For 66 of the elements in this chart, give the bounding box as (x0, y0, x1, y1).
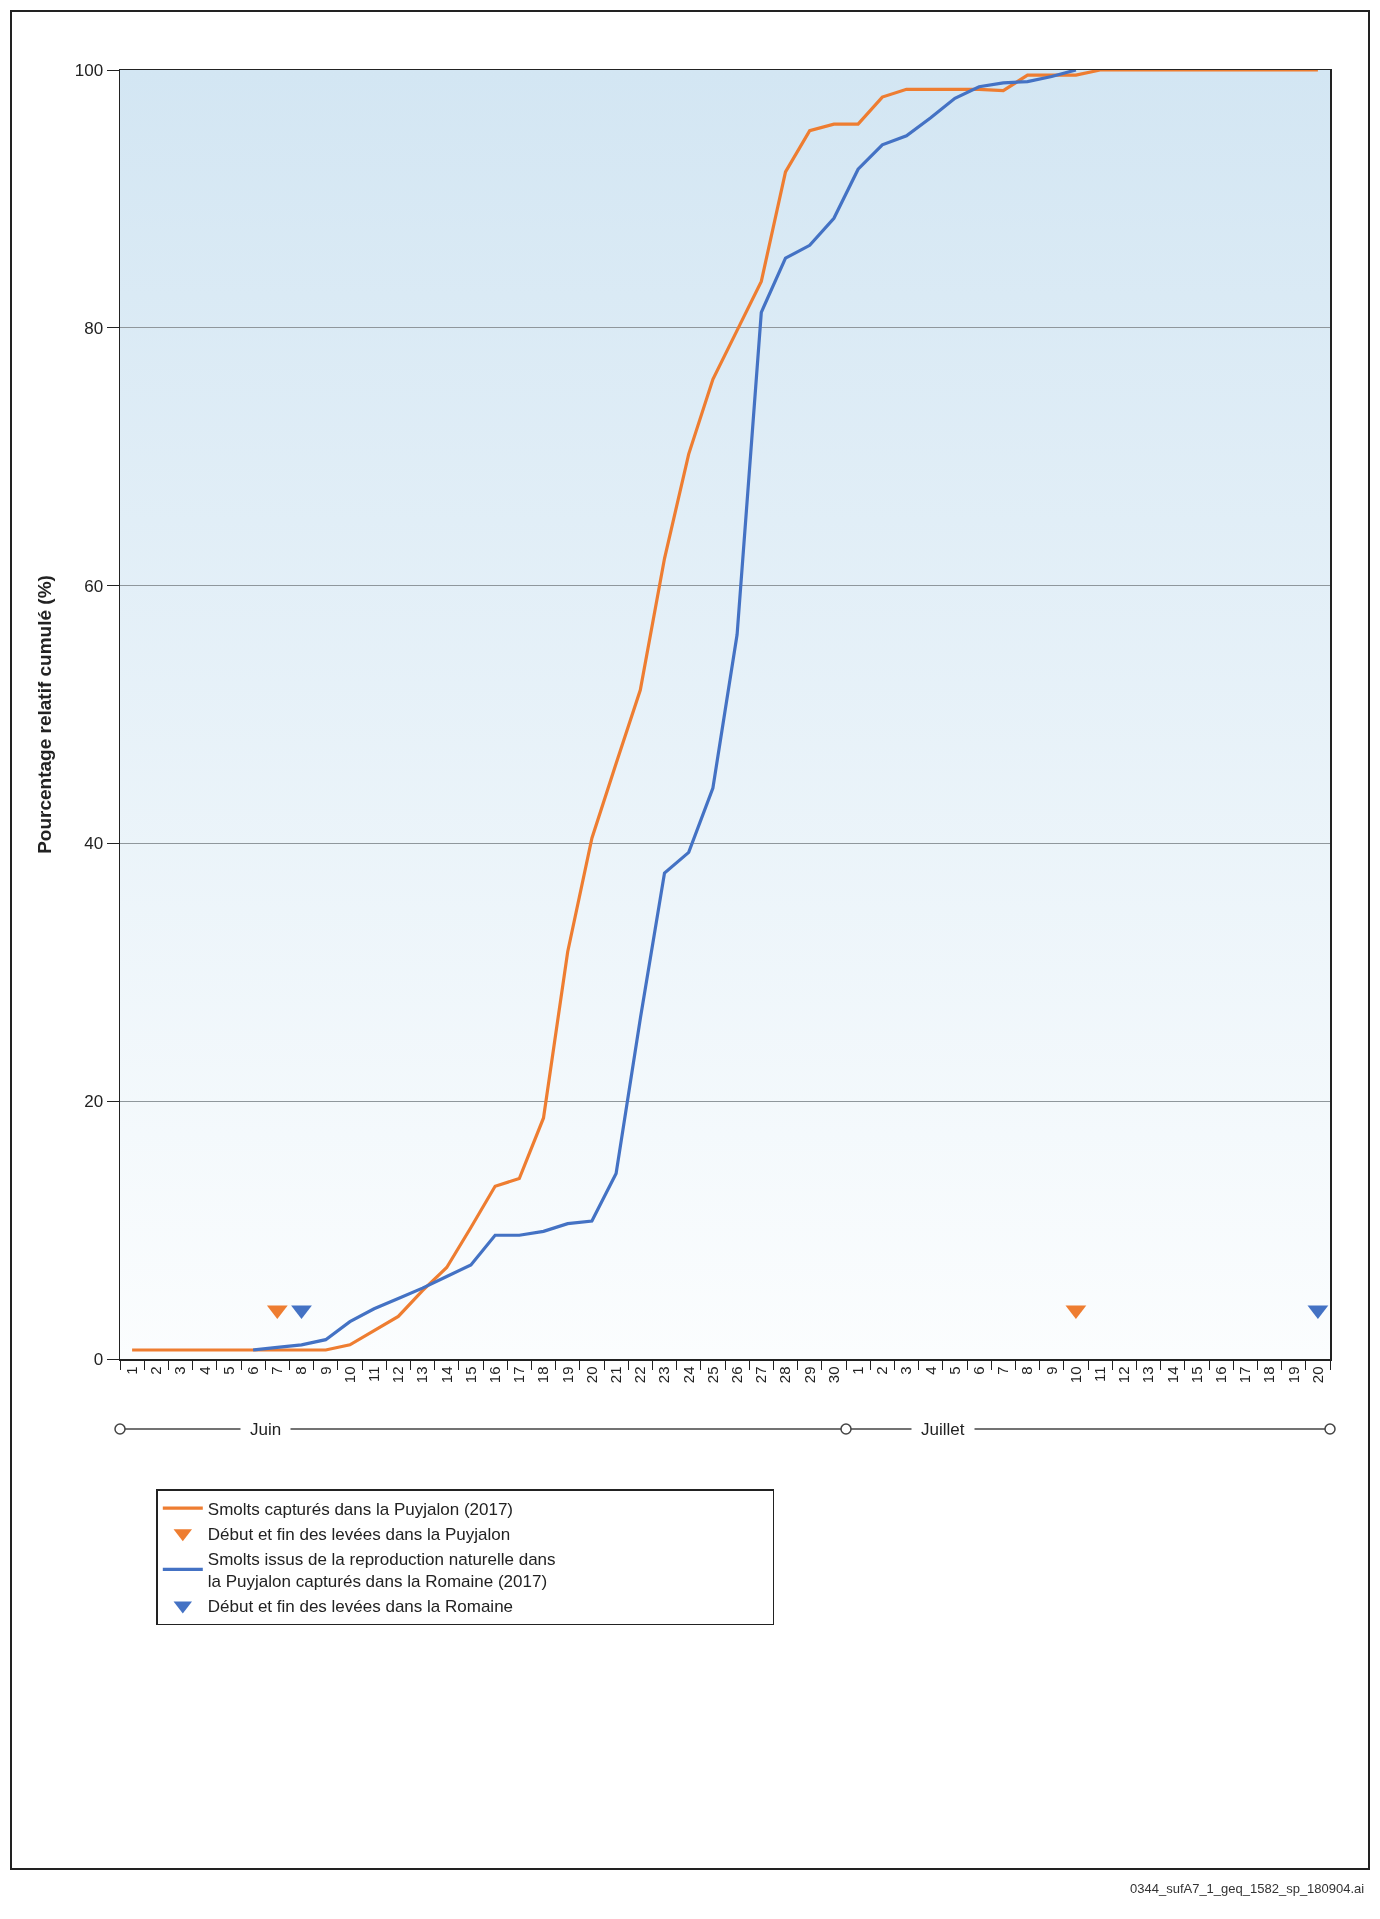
x-tick-label: 5 (219, 1366, 237, 1375)
x-tick-label: 2 (147, 1366, 165, 1375)
x-tick-label: 10 (1066, 1366, 1084, 1384)
x-tick-label: 12 (389, 1366, 407, 1384)
x-tick-label: 30 (824, 1366, 842, 1384)
x-tick-label: 9 (316, 1366, 334, 1375)
y-tick-label: 20 (84, 1092, 104, 1112)
x-tick-label: 13 (413, 1366, 431, 1384)
x-tick-label: 17 (1236, 1366, 1254, 1384)
x-tick-label: 28 (776, 1366, 794, 1384)
x-tick-label: 3 (171, 1366, 189, 1375)
x-tick-label: 1 (848, 1366, 866, 1375)
x-tick-label: 18 (1260, 1366, 1278, 1384)
x-tick-label: 26 (727, 1366, 745, 1384)
x-tick-label: 16 (1211, 1366, 1229, 1384)
x-tick-label: 10 (340, 1366, 358, 1384)
x-tick-label: 14 (437, 1366, 455, 1384)
x-tick-label: 20 (1308, 1366, 1326, 1384)
y-tick-label: 80 (84, 318, 104, 338)
x-tick-label: 16 (485, 1366, 503, 1384)
y-tick-label: 40 (84, 834, 104, 854)
legend-label: Smolts issus de la reproduction naturelle dans la Puyjalon capturés dans la Romaine (2017) (207, 1549, 556, 1591)
x-tick-label: 25 (703, 1366, 721, 1384)
x-tick-label: 12 (1115, 1366, 1133, 1384)
line-series (130, 70, 1320, 1352)
x-tick-label: 19 (558, 1366, 576, 1384)
x-tick-label: 13 (1139, 1366, 1157, 1384)
x-tick-label: 9 (1042, 1366, 1060, 1375)
x-tick-label: 8 (292, 1366, 310, 1375)
x-tick-label: 6 (243, 1366, 261, 1375)
x-tick-label: 17 (510, 1366, 528, 1384)
x-tick-label: 18 (534, 1366, 552, 1384)
x-tick-label: 11 (364, 1366, 382, 1383)
x-tick-label: 4 (921, 1366, 939, 1375)
x-tick-label: 15 (461, 1366, 479, 1384)
x-tick-label: 7 (994, 1366, 1012, 1375)
x-tick-label: 29 (800, 1366, 818, 1384)
x-tick-label: 1 (122, 1366, 140, 1375)
x-tick-label: 21 (606, 1366, 624, 1384)
x-tick-label: 8 (1018, 1366, 1036, 1375)
y-tick-label: 0 (93, 1349, 104, 1369)
x-tick-label: 3 (897, 1366, 915, 1375)
text: Juillet (921, 1420, 965, 1439)
x-tick-label: 23 (655, 1366, 673, 1384)
x-tick-label: 22 (631, 1366, 649, 1384)
x-tick-label: 14 (1163, 1366, 1181, 1384)
x-tick-label: 27 (752, 1366, 770, 1384)
x-tick-label: 7 (268, 1366, 286, 1375)
x-tick-label: 2 (873, 1366, 891, 1375)
legend-label: Smolts capturés dans la Puyjalon (2017) (207, 1499, 514, 1519)
y-axis-title: Pourcentage relatif cumulé (%) (33, 575, 55, 854)
legend-label: Début et fin des levées dans la Puyjalon (207, 1524, 511, 1544)
x-tick-label: 11 (1090, 1366, 1108, 1383)
x-tick-label: 20 (582, 1366, 600, 1384)
y-tick-label: 60 (84, 576, 104, 596)
y-tick-label: 100 (74, 60, 104, 80)
text: 0344_sufA7_1_geq_1582_sp_180904.ai (1130, 1881, 1365, 1896)
x-tick-label: 15 (1187, 1366, 1205, 1384)
x-tick-label: 5 (945, 1366, 963, 1375)
line-series (251, 70, 1078, 1352)
legend-label: Début et fin des levées dans la Romaine (207, 1597, 514, 1617)
x-tick-label: 24 (679, 1366, 697, 1384)
x-tick-label: 19 (1284, 1366, 1302, 1384)
text: Juin (250, 1420, 282, 1439)
x-tick-label: 4 (195, 1366, 213, 1375)
x-tick-label: 6 (969, 1366, 987, 1375)
